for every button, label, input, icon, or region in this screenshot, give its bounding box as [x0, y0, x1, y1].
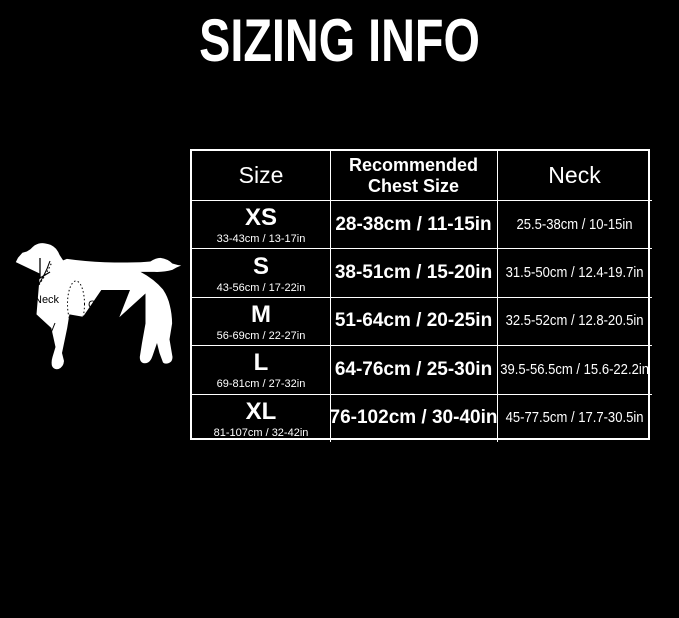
svg-text:Chest: Chest — [88, 299, 117, 311]
svg-text:Neck: Neck — [34, 294, 60, 306]
